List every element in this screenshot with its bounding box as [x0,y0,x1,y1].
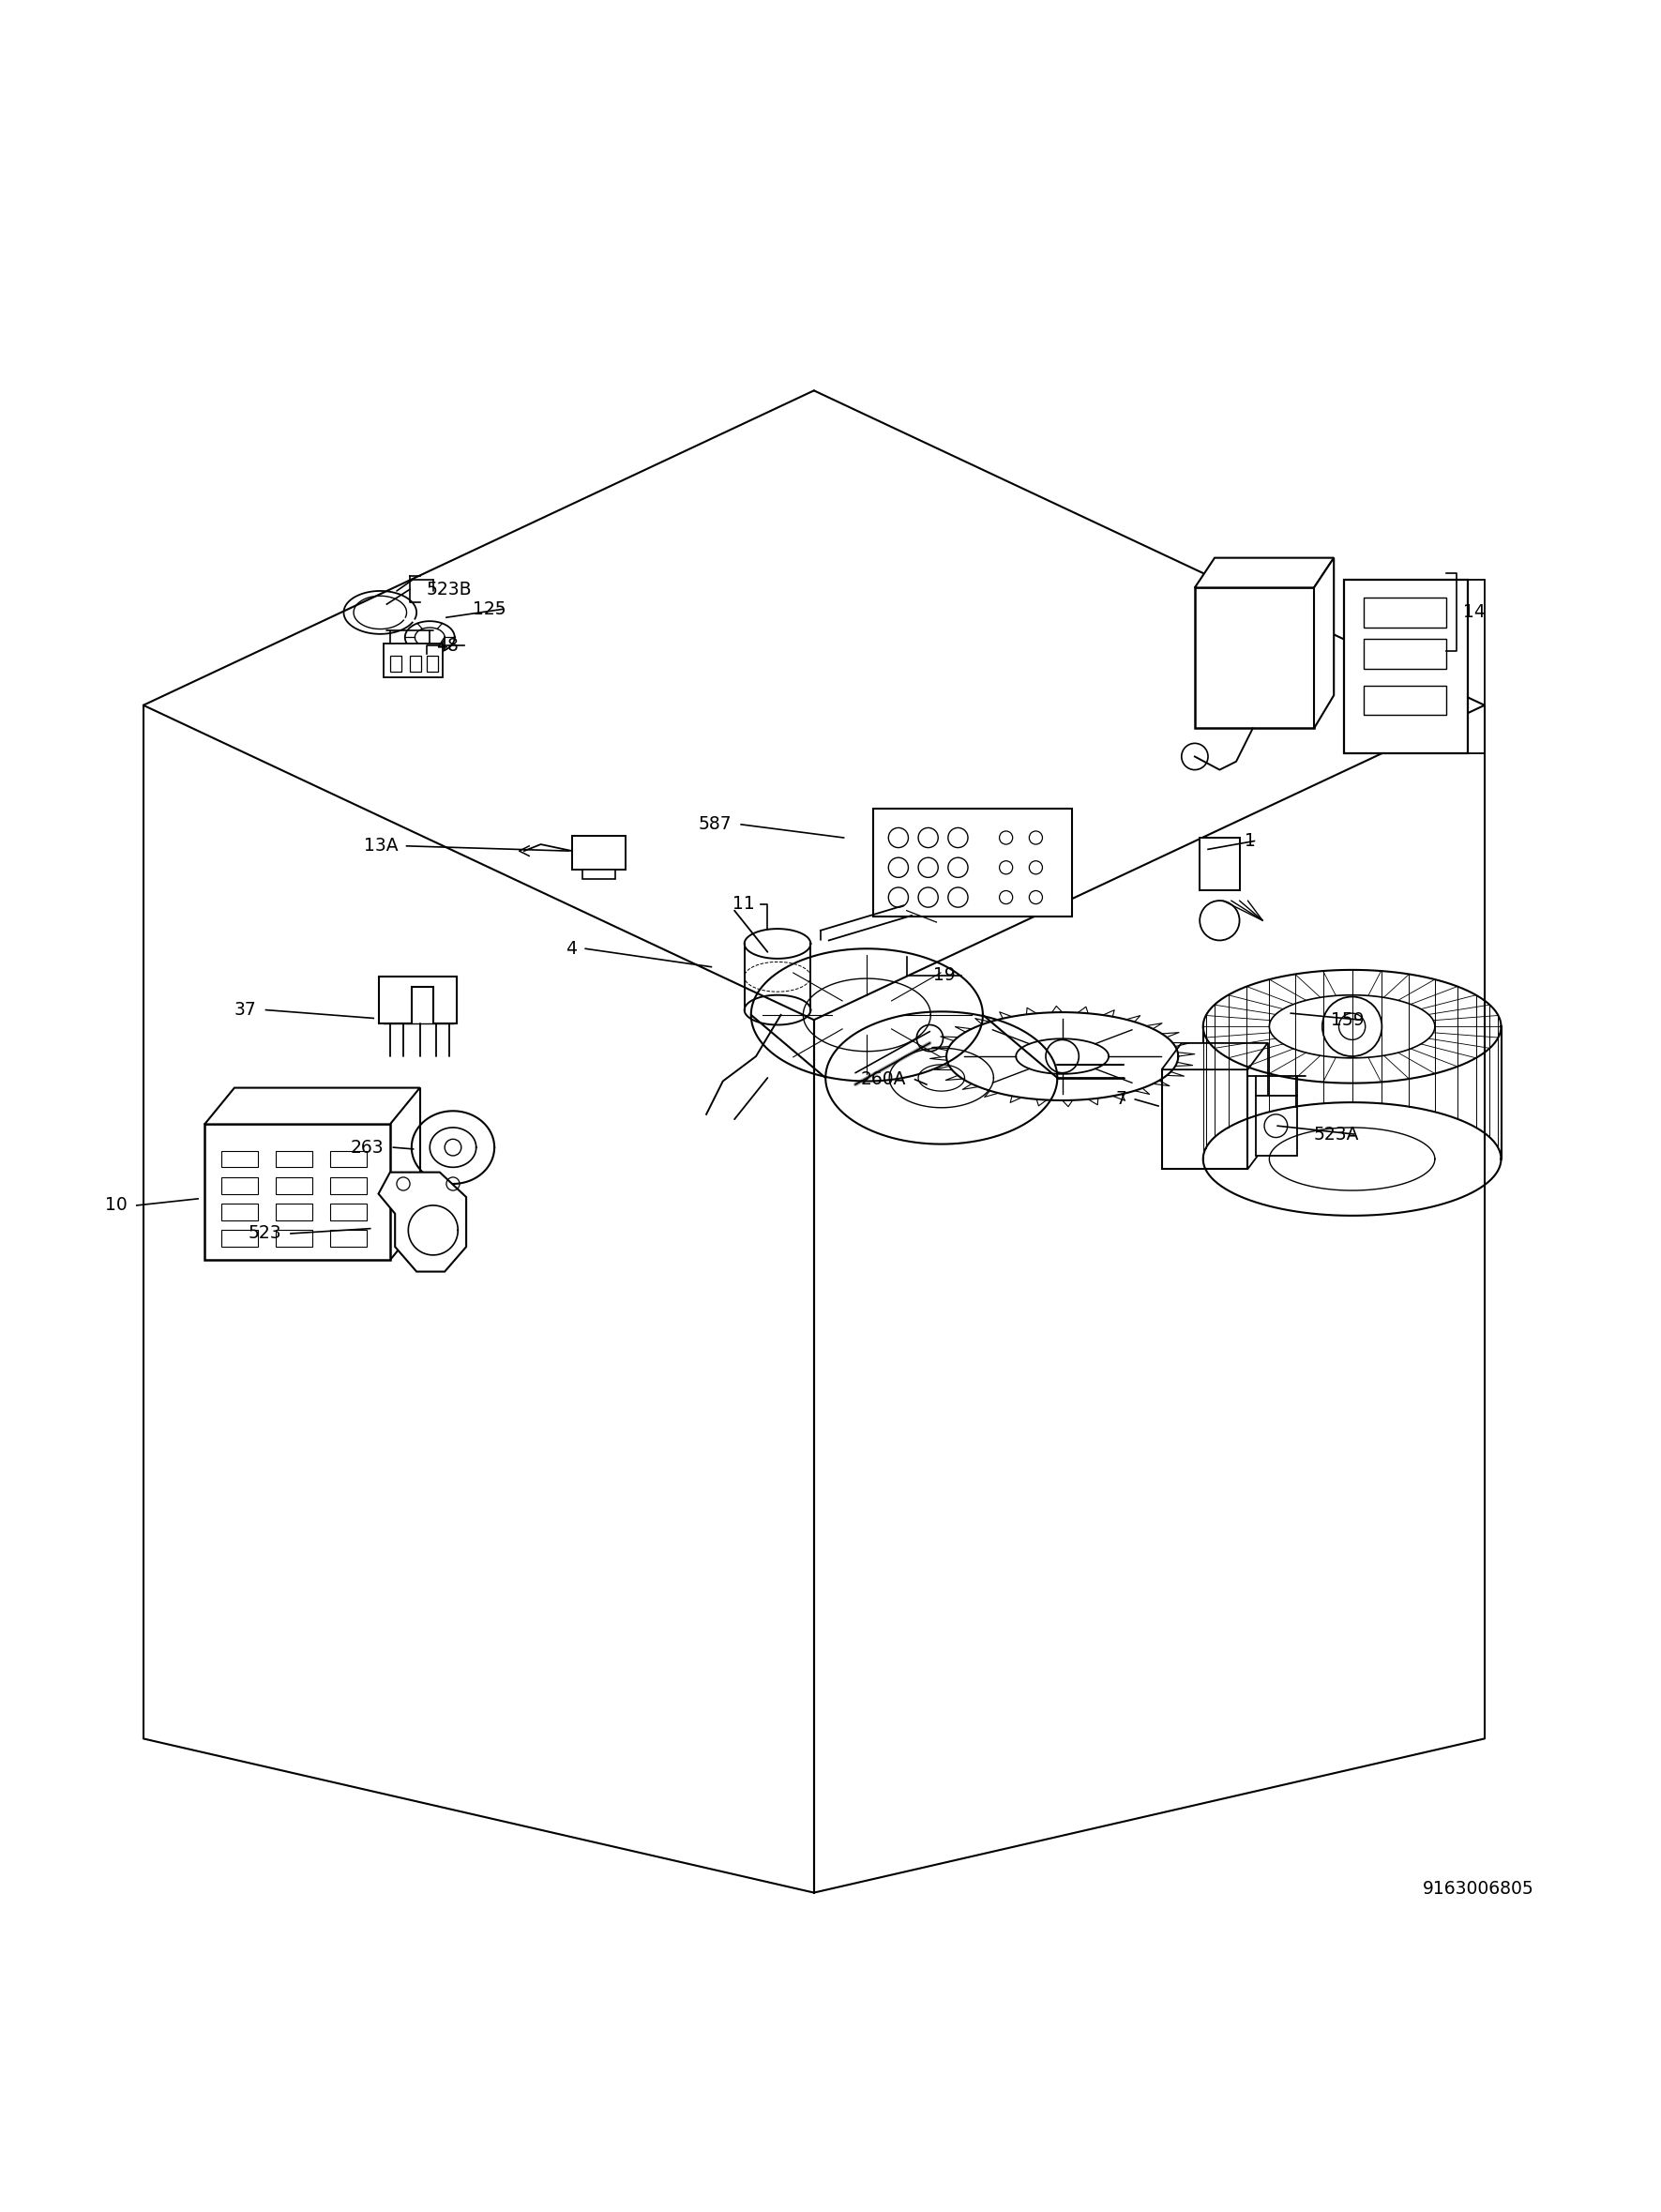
Polygon shape [221,1203,257,1221]
Polygon shape [276,1177,312,1194]
Text: 260A: 260A [860,1071,905,1088]
Polygon shape [581,869,615,878]
Polygon shape [204,1124,390,1261]
Polygon shape [1256,1097,1297,1155]
Polygon shape [1194,588,1314,728]
Text: 19: 19 [933,967,955,984]
Polygon shape [410,655,422,672]
Polygon shape [276,1230,312,1248]
Polygon shape [221,1177,257,1194]
Polygon shape [204,1088,420,1124]
Text: 14: 14 [1463,602,1485,622]
Polygon shape [276,1203,312,1221]
Polygon shape [1364,639,1447,668]
Polygon shape [1199,838,1239,891]
Text: 37: 37 [234,1002,257,1020]
Polygon shape [276,1150,312,1168]
Polygon shape [221,1150,257,1168]
Polygon shape [1364,686,1447,714]
Polygon shape [331,1230,367,1248]
Polygon shape [331,1203,367,1221]
Text: 523A: 523A [1314,1126,1359,1144]
Polygon shape [874,810,1073,916]
Text: 523B: 523B [427,580,472,597]
Polygon shape [1161,1044,1267,1071]
Polygon shape [331,1177,367,1194]
Text: 4: 4 [566,940,576,958]
Text: 587: 587 [698,816,731,834]
Text: 10: 10 [105,1197,128,1214]
Polygon shape [1314,557,1334,728]
Text: 9163006805: 9163006805 [1423,1880,1535,1898]
Text: 48: 48 [437,637,458,655]
Text: 7: 7 [1115,1091,1126,1108]
Text: 125: 125 [473,599,507,617]
Polygon shape [427,655,439,672]
Polygon shape [814,706,1485,1893]
Polygon shape [571,836,625,869]
Text: 13A: 13A [364,836,399,854]
Polygon shape [379,1172,467,1272]
Text: 1: 1 [1244,832,1256,849]
Polygon shape [384,644,443,677]
Text: 11: 11 [733,896,756,914]
Polygon shape [379,978,457,1024]
Polygon shape [221,1230,257,1248]
Polygon shape [1161,1071,1247,1168]
Polygon shape [1194,557,1334,588]
Polygon shape [331,1150,367,1168]
Text: 263: 263 [350,1139,384,1157]
Polygon shape [390,655,402,672]
Polygon shape [143,706,814,1893]
Text: 523: 523 [247,1225,281,1243]
Text: 159: 159 [1330,1011,1364,1029]
Polygon shape [1344,580,1468,754]
Polygon shape [1364,597,1447,628]
Polygon shape [143,392,1485,1020]
